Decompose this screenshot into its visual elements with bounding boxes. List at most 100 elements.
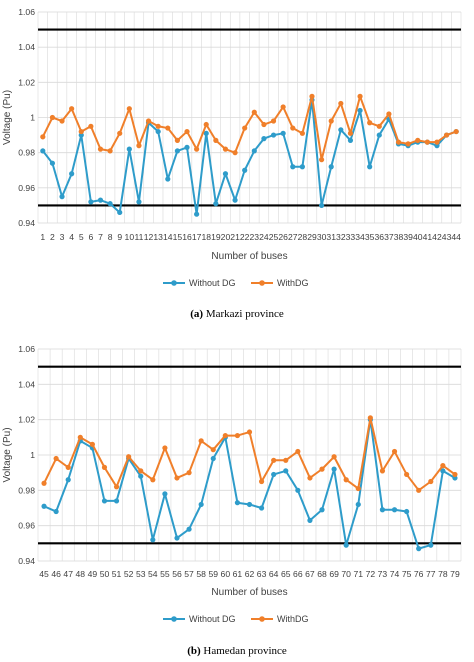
y-axis-title: Voltage (Pu): [2, 427, 13, 482]
data-point-with-dg: [355, 485, 361, 492]
data-point-without-dg: [165, 176, 171, 182]
x-tick-label: 19: [211, 232, 221, 242]
caption-a-tag: (a): [190, 308, 203, 320]
data-point-without-dg: [107, 201, 113, 207]
data-point-without-dg: [155, 128, 161, 135]
data-point-without-dg: [65, 477, 71, 483]
data-point-with-dg: [174, 475, 180, 481]
data-point-with-dg: [415, 137, 421, 143]
x-tick-label: 5: [79, 232, 84, 242]
x-tick-label: 52: [124, 569, 134, 579]
data-point-without-dg: [258, 505, 265, 511]
x-tick-label: 66: [293, 569, 303, 579]
data-point-with-dg: [174, 137, 180, 143]
y-tick-label: 0.96: [18, 521, 35, 531]
data-point-without-dg: [404, 508, 410, 515]
x-tick-label: 28: [298, 232, 308, 242]
data-point-with-dg: [117, 130, 123, 136]
data-point-with-dg: [222, 146, 229, 152]
data-point-with-dg: [162, 445, 168, 451]
x-tick-label: 45: [39, 569, 49, 579]
x-tick-label: 53: [136, 569, 146, 579]
data-point-without-dg: [246, 501, 253, 508]
x-tick-label: 71: [353, 569, 363, 579]
x-tick-label: 20: [221, 232, 231, 242]
data-point-with-dg: [386, 111, 392, 117]
data-point-with-dg: [328, 118, 334, 124]
y-tick-label: 0.98: [18, 148, 35, 158]
data-point-with-dg: [69, 106, 75, 112]
x-tick-label: 24: [259, 232, 269, 242]
data-point-without-dg: [299, 164, 305, 170]
x-tick-label: 32: [336, 232, 346, 242]
data-point-with-dg: [331, 454, 337, 460]
legend: Without DG WithDG: [163, 614, 309, 624]
x-tick-label: 68: [317, 569, 327, 579]
data-point-with-dg: [49, 114, 56, 121]
data-point-with-dg: [258, 478, 265, 485]
x-tick-label: 42: [432, 232, 442, 242]
data-point-without-dg: [203, 130, 209, 136]
data-point-with-dg: [416, 487, 422, 493]
legend-marker-without-dg: [171, 616, 177, 622]
data-point-with-dg: [428, 478, 434, 485]
data-point-with-dg: [299, 130, 305, 136]
data-point-with-dg: [126, 454, 132, 460]
data-point-with-dg: [404, 471, 410, 478]
data-point-with-dg: [271, 457, 277, 463]
data-point-with-dg: [379, 468, 386, 474]
x-axis-title: Number of buses: [211, 587, 287, 598]
data-point-with-dg: [150, 477, 156, 483]
x-tick-label: 12: [144, 232, 154, 242]
data-point-with-dg: [89, 441, 95, 447]
data-point-with-dg: [443, 132, 450, 138]
x-tick-label: 8: [108, 232, 113, 242]
data-point-without-dg: [319, 202, 325, 209]
x-tick-label: 11: [134, 232, 143, 242]
x-tick-label: 64: [269, 569, 279, 579]
x-tick-label: 37: [384, 232, 394, 242]
legend-marker-with-dg: [259, 616, 265, 622]
data-point-without-dg: [357, 107, 363, 114]
data-point-without-dg: [307, 517, 313, 523]
data-point-without-dg: [331, 466, 337, 472]
data-point-without-dg: [41, 503, 47, 509]
x-tick-label: 34: [355, 232, 365, 242]
x-tick-label: 9: [117, 232, 122, 242]
data-point-with-dg: [203, 121, 209, 128]
data-point-with-dg: [261, 121, 267, 128]
data-point-with-dg: [213, 137, 219, 143]
data-point-without-dg: [242, 167, 248, 173]
data-point-without-dg: [136, 199, 142, 205]
data-point-without-dg: [210, 455, 216, 462]
x-tick-label: 67: [305, 569, 315, 579]
data-point-with-dg: [138, 468, 144, 474]
data-point-without-dg: [138, 473, 144, 479]
data-point-without-dg: [416, 546, 422, 552]
x-tick-label: 38: [394, 232, 404, 242]
caption-a: (a) Markazi province: [190, 308, 284, 320]
data-point-without-dg: [251, 148, 257, 154]
data-point-with-dg: [246, 429, 253, 435]
data-point-with-dg: [155, 123, 161, 129]
x-tick-label: 16: [182, 232, 192, 242]
legend-label-with-dg: WithDG: [277, 614, 309, 624]
data-point-without-dg: [69, 171, 75, 177]
data-point-without-dg: [117, 209, 123, 216]
data-point-without-dg: [440, 468, 446, 474]
data-point-with-dg: [222, 432, 228, 439]
x-tick-label: 15: [173, 232, 183, 242]
caption-b-text: Hamedan province: [201, 645, 287, 657]
data-point-without-dg: [59, 194, 65, 200]
x-tick-label: 23: [250, 232, 260, 242]
data-point-without-dg: [328, 164, 334, 170]
data-point-with-dg: [41, 480, 47, 486]
data-point-with-dg: [210, 447, 216, 453]
data-point-with-dg: [319, 466, 325, 472]
data-point-without-dg: [213, 201, 219, 207]
data-point-with-dg: [232, 150, 238, 156]
data-point-without-dg: [126, 146, 132, 152]
data-point-with-dg: [165, 125, 171, 131]
